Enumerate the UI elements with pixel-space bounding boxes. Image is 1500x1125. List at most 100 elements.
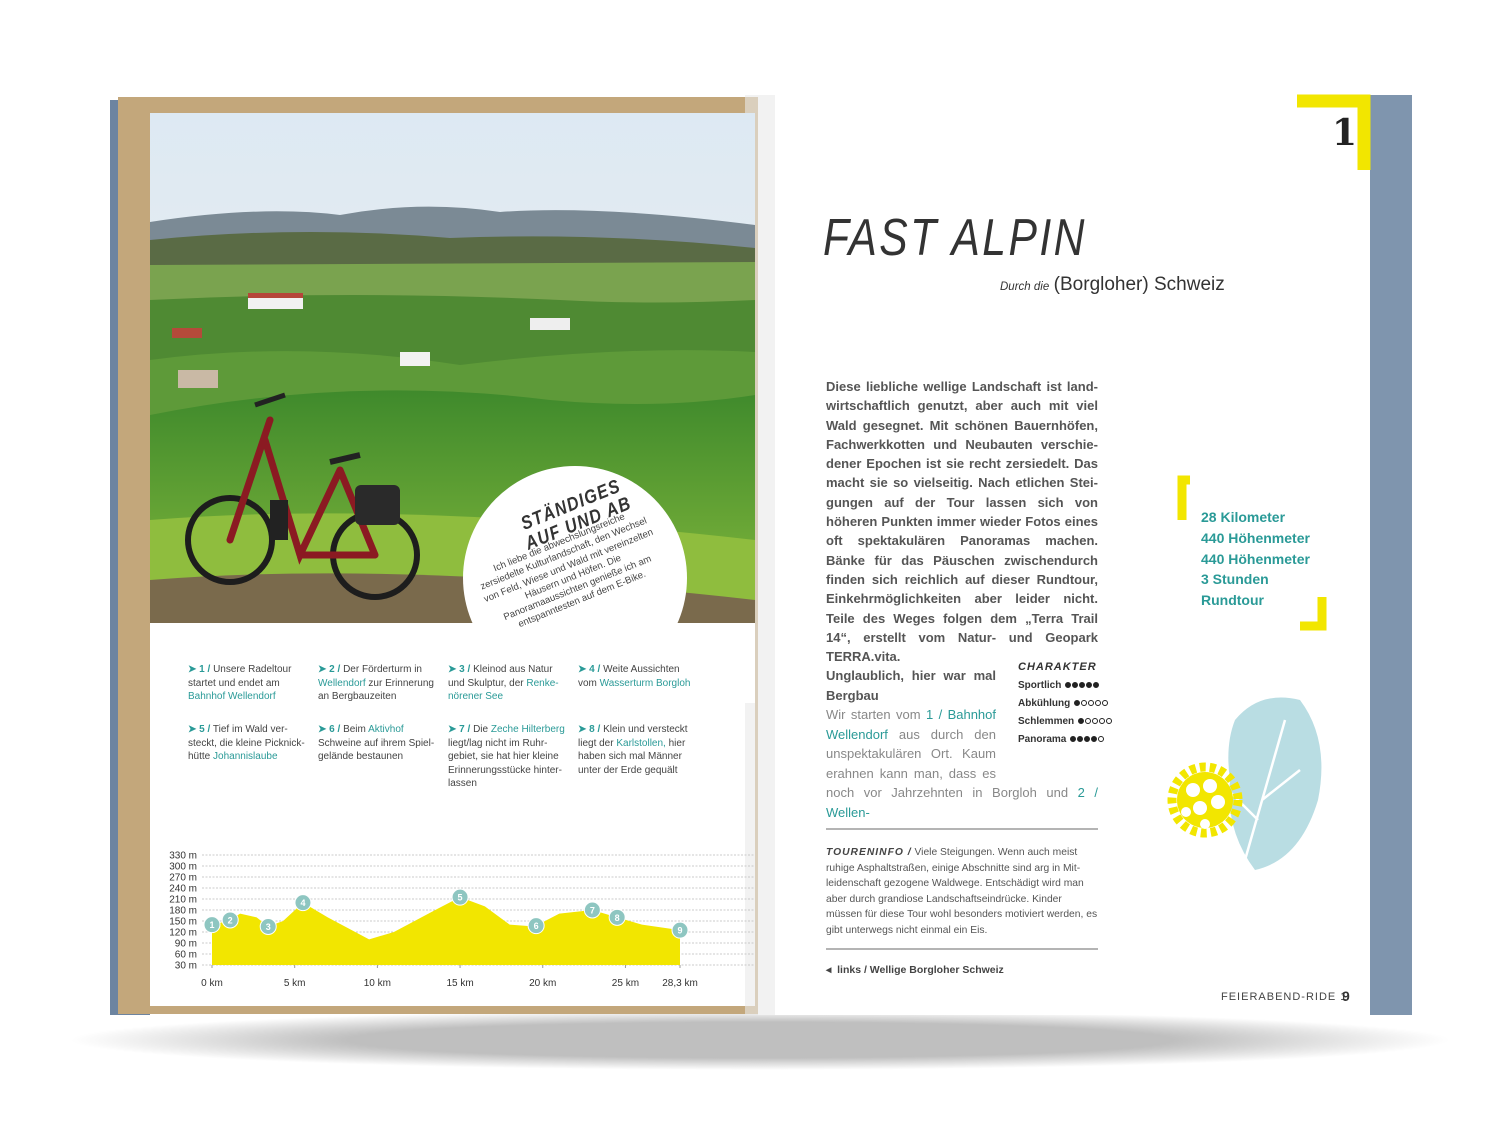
rating-row: Sportlich xyxy=(1018,676,1112,694)
character-box: CHARAKTER Sportlich Abkühlung Schlemmen Pan… xyxy=(1018,661,1113,748)
waypoint-arrow: ➤ xyxy=(448,664,460,675)
rating-dot xyxy=(1070,735,1077,742)
x-tick-label: 10 km xyxy=(364,978,391,989)
rating-dot xyxy=(1095,699,1102,706)
waypoint: ➤ 6 / Beim Aktivhof Schweine auf ihrem S… xyxy=(318,723,440,764)
footer-section: FEIERABEND-RIDE 1 xyxy=(1221,991,1348,1003)
waypoint-number: 3 / xyxy=(459,664,471,675)
waypoint: ➤ 8 / Klein und versteckt liegt der Karl… xyxy=(578,723,700,777)
rating-dot xyxy=(1091,735,1098,742)
waypoint-arrow: ➤ xyxy=(318,724,330,735)
text: Der Förderturm in xyxy=(343,664,422,675)
stat: 28 Kilometer xyxy=(1201,509,1286,525)
rating-dot xyxy=(1081,699,1088,706)
tour-info: TOURENINFO / Viele Steigungen. Wenn auch… xyxy=(826,845,1098,938)
title: FAST ALPIN xyxy=(823,209,1087,267)
rating-dot xyxy=(1084,735,1091,742)
route-marker xyxy=(671,921,689,939)
section-heading: Unglaublich, hier war mal Bergbau xyxy=(826,668,996,703)
rating-row: Schlemmen xyxy=(1018,712,1113,730)
route-marker-label: 4 xyxy=(300,898,305,908)
book-shadow xyxy=(70,1010,1450,1070)
page-edges-right xyxy=(1370,95,1412,1015)
waypoint-number: 7 / xyxy=(459,724,471,735)
waypoint-number: 4 / xyxy=(589,664,601,675)
stat: 440 Höhenmeter xyxy=(1201,550,1310,567)
caption: ◂ links / Wellige Borgloher Schweiz xyxy=(826,964,1004,976)
profile-area xyxy=(212,897,680,965)
text: Kleinod aus Natur und Skulptur, der xyxy=(448,664,553,689)
waypoint-arrow: ➤ xyxy=(188,664,200,675)
tab-bracket xyxy=(1177,94,1371,631)
route-marker-label: 3 xyxy=(266,922,271,932)
route-marker xyxy=(221,911,239,929)
waypoint: ➤ 5 / Tief im Wald ver­steckt, die klein… xyxy=(188,723,310,764)
y-tick-label: 270 m xyxy=(169,873,197,884)
text: Die xyxy=(473,724,491,735)
rating-dot xyxy=(1077,735,1084,742)
y-tick-label: 240 m xyxy=(169,884,197,895)
y-tick-label: 90 m xyxy=(175,939,197,950)
subtitle: Durch die (Borgloher) Schweiz xyxy=(1000,274,1225,296)
rating-label: Schlemmen xyxy=(1018,715,1075,727)
waypoint-arrow: ➤ xyxy=(578,664,590,675)
subtitle-prefix: Durch die xyxy=(1000,281,1050,293)
page-number: 9 xyxy=(1342,988,1350,1004)
link: 2 / Wellen- xyxy=(826,785,1098,820)
waypoint: ➤ 7 / Die Zeche Hilterberg liegt/lag nic… xyxy=(448,723,570,791)
gear-decoration xyxy=(1167,762,1243,838)
route-marker-label: 9 xyxy=(677,926,682,936)
text: Weite Aussichten vom xyxy=(578,664,680,689)
route-marker-label: 2 xyxy=(228,915,233,925)
stats: 28 Kilometer 440 Höhenmeter 440 Höhenmeter… xyxy=(1201,507,1310,611)
waypoint-number: 1 / xyxy=(199,664,211,675)
x-tick-label: 0 km xyxy=(201,978,223,989)
text: hier haben sich mal Männer unter der Erd… xyxy=(578,737,686,776)
waypoint-arrow: ➤ xyxy=(578,724,590,735)
tour-info-label: TOURENINFO / xyxy=(826,847,912,858)
text: Klein und versteckt liegt der xyxy=(578,724,688,749)
text: Tief im Wald ver­steckt, die kleine Pick… xyxy=(188,724,305,762)
x-tick-label: 28,3 km xyxy=(662,978,698,989)
route-marker xyxy=(583,901,601,919)
rating-dot xyxy=(1093,681,1100,688)
intro-text: Diese liebliche wellige Landschaft ist l… xyxy=(826,379,1098,665)
rating-label: Sportlich xyxy=(1018,679,1062,691)
waypoint-arrow: ➤ xyxy=(448,724,460,735)
x-tick-label: 15 km xyxy=(446,978,473,989)
subtitle-main: (Borgloher) Schweiz xyxy=(1053,274,1225,295)
text: aus durch den unspektakulären Ort. Kaum … xyxy=(826,726,1078,801)
link: Bahnhof Wellendorf xyxy=(188,691,276,702)
link: Karlstollen, xyxy=(616,737,666,749)
character-heading: CHARAKTER xyxy=(1018,661,1097,673)
y-tick-label: 210 m xyxy=(169,895,197,906)
route-marker xyxy=(527,917,545,935)
stat: 3 Stunden xyxy=(1201,571,1269,588)
route-marker-label: 5 xyxy=(458,893,463,903)
rating-dots xyxy=(1077,716,1113,727)
waypoint: ➤ 4 / Weite Aussichten vom Wasserturm Bo… xyxy=(578,663,700,690)
rating-label: Abkühlung xyxy=(1018,697,1071,709)
rating-dots xyxy=(1064,680,1100,691)
route-marker xyxy=(294,894,312,912)
rating-dots xyxy=(1069,734,1105,745)
stat: Rundtour xyxy=(1201,592,1264,609)
x-tick-label: 20 km xyxy=(529,978,556,989)
stat: 440 Höhenmeter xyxy=(1201,529,1310,546)
y-tick-label: 60 m xyxy=(175,950,197,961)
text: Beim xyxy=(343,724,369,735)
waypoint: ➤ 1 / Unsere Radeltour startet und endet… xyxy=(188,663,310,704)
rating-dot xyxy=(1079,681,1086,688)
link: Wellendorf xyxy=(318,677,366,689)
route-marker-label: 7 xyxy=(590,906,595,916)
rating-dot xyxy=(1072,681,1079,688)
page-fill xyxy=(150,623,755,703)
waypoint-number: 5 / xyxy=(199,724,211,735)
waypoint: ➤ 2 / Der Förderturm in Wellendorf zur E… xyxy=(318,663,440,704)
section: Unglaublich, hier war mal Bergbau Wir st… xyxy=(826,666,1098,822)
route-marker-label: 1 xyxy=(209,920,214,930)
text: Unsere Radeltour startet und endet am xyxy=(188,664,292,689)
